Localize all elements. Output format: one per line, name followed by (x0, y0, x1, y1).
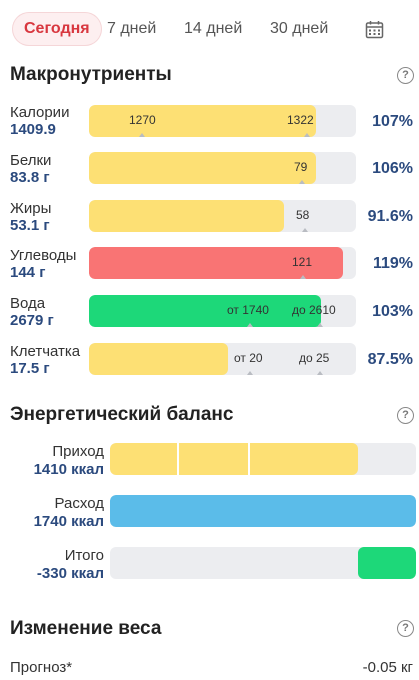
energy-bar-income (110, 443, 416, 475)
energy-bar-expense (110, 495, 416, 527)
macro-bar-text-target: 79 (294, 160, 308, 174)
macro-bar-fill-protein (89, 152, 316, 184)
tab-7-days[interactable]: 7 дней (107, 20, 157, 37)
macro-bar-fat: 58 (89, 200, 356, 232)
macro-bar-tick (247, 371, 253, 375)
macros-help-icon[interactable]: ? (397, 67, 414, 84)
macro-label-protein: Белки (10, 152, 52, 169)
macro-bar-carbs: 121 (89, 247, 356, 279)
energy-help-icon[interactable]: ? (397, 407, 414, 424)
macro-label-fiber: Клетчатка (10, 343, 81, 360)
macro-label-carbs: Углеводы (10, 247, 77, 264)
forecast-value: -0.05 кг (362, 659, 413, 676)
energy-bar-fill-expense (110, 495, 416, 527)
macro-pct-carbs: 119% (372, 255, 413, 272)
tab-14-days[interactable]: 14 дней (184, 20, 243, 37)
macro-bar-protein: 79 (89, 152, 356, 184)
tab-30-days[interactable]: 30 дней (270, 20, 329, 37)
macro-bar-fill-fat (89, 200, 284, 232)
macro-bar-tick (304, 133, 310, 137)
macro-bar-text-max: 1322 (287, 113, 314, 127)
macro-bar-tick (247, 323, 253, 327)
macro-value-fat: 53.1 г (10, 217, 50, 234)
macro-bar-fill-fiber (89, 343, 228, 375)
energy-bar-fill-income (110, 443, 358, 475)
macro-value-carbs: 144 г (10, 264, 46, 281)
macro-value-calories: 1409.9 (10, 121, 56, 138)
macro-bar-text-min: 1270 (129, 113, 156, 127)
energy-bar-divider (248, 443, 250, 475)
macro-pct-protein: 106% (372, 160, 413, 177)
macro-bar-tick (300, 275, 306, 279)
macro-bar-tick (139, 133, 145, 137)
forecast-label: Прогноз* (10, 659, 73, 676)
energy-label-total: Итого (64, 547, 104, 564)
macro-bar-fiber: от 20 до 25 (89, 343, 356, 375)
macro-bar-text-max: до 25 (299, 351, 330, 365)
calendar-icon[interactable] (365, 20, 384, 39)
macro-bar-text-target: 121 (292, 255, 313, 269)
energy-bar-total (110, 547, 416, 579)
macro-bar-text-max: до 2610 (292, 303, 336, 317)
macro-pct-fiber: 87.5% (367, 351, 413, 368)
macro-bar-water: от 1740 до 2610 (89, 295, 356, 327)
weight-title: Изменение веса (10, 618, 162, 639)
macro-bar-tick (299, 180, 305, 184)
macro-bar-text-min: от 1740 (227, 303, 269, 317)
energy-value-total: -330 ккал (36, 565, 104, 582)
tab-today[interactable]: Сегодня (12, 12, 102, 46)
macro-label-water: Вода (10, 295, 46, 312)
macro-pct-calories: 107% (372, 113, 413, 130)
energy-label-income: Приход (52, 443, 104, 460)
weight-help-icon[interactable]: ? (397, 620, 414, 637)
macro-bar-tick (302, 228, 308, 232)
macro-bar-text-target: 58 (296, 208, 310, 222)
macro-value-fiber: 17.5 г (10, 360, 50, 377)
energy-title: Энергетический баланс (10, 404, 234, 425)
macros-title: Макронутриенты (10, 64, 172, 85)
macro-bar-tick (317, 371, 323, 375)
macro-bar-calories: 1270 1322 (89, 105, 356, 137)
macro-pct-water: 103% (372, 303, 413, 320)
energy-value-income: 1410 ккал (33, 461, 104, 478)
energy-value-expense: 1740 ккал (33, 513, 104, 530)
macro-label-fat: Жиры (10, 200, 52, 217)
macro-bar-fill-water (89, 295, 322, 327)
macro-bar-fill-carbs (89, 247, 343, 279)
energy-label-expense: Расход (54, 495, 104, 512)
macro-bar-tick (317, 323, 323, 327)
macro-bar-text-min: от 20 (234, 351, 263, 365)
macro-value-protein: 83.8 г (10, 169, 50, 186)
macro-pct-fat: 91.6% (367, 208, 413, 225)
period-tabs: Сегодня 7 дней 14 дней 30 дней (8, 12, 419, 46)
energy-bar-fill-total (357, 547, 416, 579)
macro-value-water: 2679 г (10, 312, 54, 329)
macro-label-calories: Калории (10, 104, 70, 121)
macro-bar-fill-calories (89, 105, 316, 137)
energy-bar-divider (177, 443, 179, 475)
